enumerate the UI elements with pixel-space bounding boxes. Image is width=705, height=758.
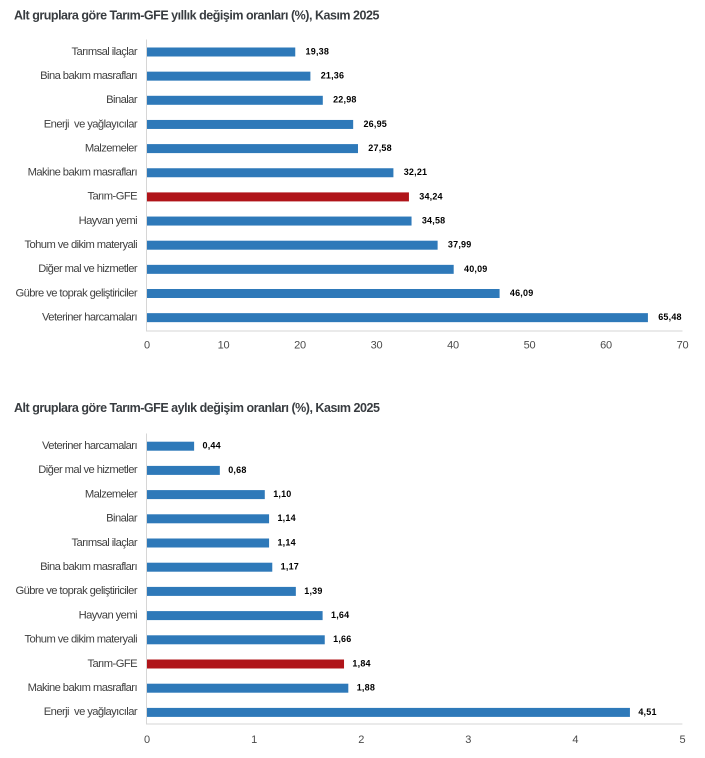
svg-text:Hayvan yemi: Hayvan yemi (79, 609, 137, 621)
svg-text:4,51: 4,51 (638, 707, 656, 717)
svg-text:3: 3 (465, 734, 471, 746)
svg-text:1,10: 1,10 (273, 489, 291, 499)
svg-text:1,14: 1,14 (277, 537, 295, 547)
svg-text:19,38: 19,38 (306, 46, 330, 56)
svg-text:Tarım-GFE: Tarım-GFE (87, 658, 137, 670)
svg-text:1,39: 1,39 (304, 586, 322, 596)
svg-text:Alt gruplara göre Tarım-GFE ay: Alt gruplara göre Tarım-GFE aylık değişi… (14, 401, 380, 415)
svg-text:0,68: 0,68 (228, 465, 246, 475)
svg-text:50: 50 (524, 339, 536, 351)
svg-text:22,98: 22,98 (333, 95, 357, 105)
svg-text:1,14: 1,14 (277, 513, 295, 523)
svg-text:Alt gruplara göre Tarım-GFE yı: Alt gruplara göre Tarım-GFE yıllık değiş… (14, 9, 379, 23)
svg-text:40,09: 40,09 (464, 264, 488, 274)
svg-text:Diğer mal ve hizmetler: Diğer mal ve hizmetler (38, 464, 138, 476)
svg-text:37,99: 37,99 (448, 240, 472, 250)
svg-text:1,17: 1,17 (281, 562, 299, 572)
svg-text:Gübre ve toprak geliştiriciler: Gübre ve toprak geliştiriciler (15, 287, 137, 299)
svg-text:Gübre ve toprak geliştiriciler: Gübre ve toprak geliştiriciler (15, 585, 137, 597)
svg-text:46,09: 46,09 (510, 288, 534, 298)
svg-text:26,95: 26,95 (363, 119, 387, 129)
svg-text:Diğer mal ve hizmetler: Diğer mal ve hizmetler (38, 263, 138, 275)
svg-text:34,58: 34,58 (422, 215, 446, 225)
svg-text:Binalar: Binalar (106, 513, 138, 525)
svg-text:20: 20 (294, 339, 306, 351)
svg-text:Tohum ve dikim materyali: Tohum ve dikim materyali (24, 239, 137, 251)
svg-text:4: 4 (572, 734, 578, 746)
svg-text:0,44: 0,44 (203, 441, 221, 451)
svg-text:65,48: 65,48 (658, 312, 682, 322)
svg-text:Makine bakım masrafları: Makine bakım masrafları (28, 167, 138, 179)
svg-text:Makine bakım masrafları: Makine bakım masrafları (28, 682, 138, 694)
svg-text:40: 40 (447, 339, 459, 351)
svg-text:1,84: 1,84 (352, 658, 370, 668)
svg-text:10: 10 (218, 339, 230, 351)
svg-text:Binalar: Binalar (106, 94, 138, 106)
svg-text:Hayvan yemi: Hayvan yemi (79, 215, 137, 227)
svg-text:70: 70 (677, 339, 689, 351)
svg-text:30: 30 (371, 339, 383, 351)
svg-text:Tarım-GFE: Tarım-GFE (87, 191, 137, 203)
svg-text:34,24: 34,24 (419, 191, 443, 201)
svg-text:5: 5 (679, 734, 685, 746)
svg-text:Bina bakım masrafları: Bina bakım masrafları (40, 561, 137, 573)
svg-text:27,58: 27,58 (368, 143, 392, 153)
svg-text:32,21: 32,21 (404, 167, 428, 177)
svg-text:2: 2 (358, 734, 364, 746)
svg-text:0: 0 (144, 734, 150, 746)
svg-text:Malzemeler: Malzemeler (85, 142, 138, 154)
svg-text:0: 0 (144, 339, 150, 351)
svg-text:Tohum ve dikim materyali: Tohum ve dikim materyali (24, 634, 137, 646)
svg-text:Veteriner harcamaları: Veteriner harcamaları (42, 440, 137, 452)
svg-text:1,66: 1,66 (333, 634, 351, 644)
svg-text:Veteriner harcamaları: Veteriner harcamaları (42, 311, 137, 323)
svg-text:1: 1 (251, 734, 257, 746)
svg-text:Tarımsal ilaçlar: Tarımsal ilaçlar (72, 46, 138, 58)
svg-text:1,88: 1,88 (357, 683, 375, 693)
svg-text:Enerji ve yağlayıcılar: Enerji ve yağlayıcılar (44, 706, 138, 718)
svg-text:Malzemeler: Malzemeler (85, 488, 138, 500)
svg-text:60: 60 (600, 339, 612, 351)
svg-text:Tarımsal ilaçlar: Tarımsal ilaçlar (72, 537, 138, 549)
svg-text:1,64: 1,64 (331, 610, 349, 620)
svg-text:Enerji ve yağlayıcılar: Enerji ve yağlayıcılar (44, 118, 138, 130)
svg-text:21,36: 21,36 (321, 71, 345, 81)
svg-text:Bina bakım masrafları: Bina bakım masrafları (40, 70, 137, 82)
